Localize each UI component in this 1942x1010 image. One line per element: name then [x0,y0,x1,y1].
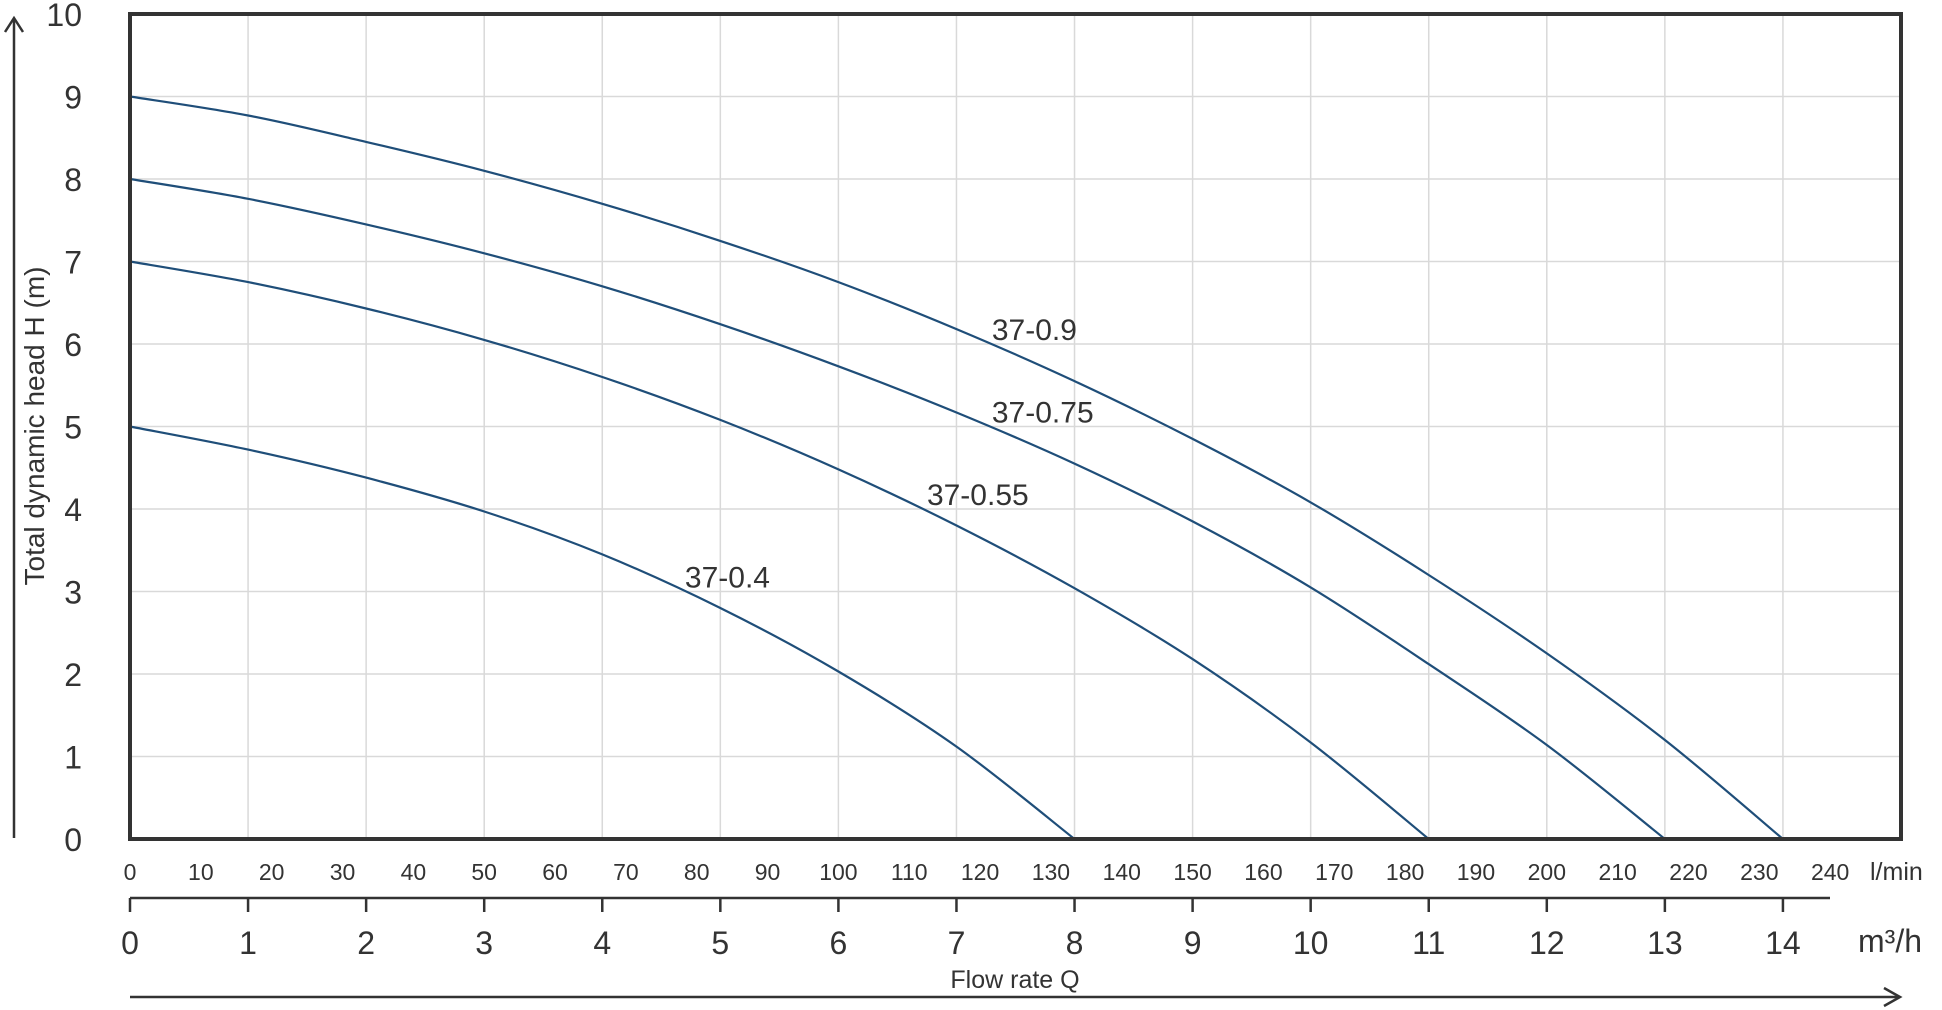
y-axis-title: Total dynamic head H (m) [19,266,50,585]
plot-frame [128,12,1903,841]
y-tick-label: 4 [64,492,82,528]
m3h-tick-label: 8 [1066,925,1084,961]
lmin-tick-label: 20 [259,859,285,885]
lmin-tick-label: 0 [124,859,137,885]
lmin-tick-labels: 0 10 20 30 40 50 60 70 80 90 100 110 120 130 140 150 160… [124,859,1850,885]
y-tick-label: 5 [64,410,82,446]
y-tick-label: 3 [64,575,82,611]
y-tick-label: 10 [46,0,82,33]
lmin-tick-label: 80 [684,859,710,885]
series-label-37-0.9: 37-0.9 [992,314,1077,347]
lmin-tick-label: 220 [1669,859,1707,885]
y-tick-label: 9 [64,80,82,116]
lmin-tick-label: 240 [1811,859,1849,885]
lmin-tick-label: 140 [1103,859,1141,885]
m3h-tick-label: 9 [1184,925,1202,961]
y-tick-labels: 0 1 2 3 4 5 6 7 8 9 10 [46,0,82,858]
y-tick-label: 2 [64,657,82,693]
lmin-tick-label: 10 [188,859,214,885]
lmin-tick-label: 100 [819,859,857,885]
lmin-tick-label: 170 [1315,859,1353,885]
lmin-tick-label: 200 [1528,859,1566,885]
lmin-tick-label: 50 [471,859,497,885]
m3h-tick-label: 7 [948,925,966,961]
lmin-tick-label: 110 [891,859,928,885]
lmin-tick-label: 120 [961,859,999,885]
lmin-tick-label: 60 [542,859,568,885]
lmin-unit-label: l/min [1870,858,1923,886]
series-label-37-0.55: 37-0.55 [927,479,1029,512]
y-tick-label: 0 [64,822,82,858]
lmin-tick-label: 230 [1740,859,1778,885]
y-tick-label: 6 [64,327,82,363]
y-axis-arrow [3,15,25,838]
m3h-tick-label: 3 [475,925,493,961]
m3h-tick-label: 14 [1765,925,1801,961]
m3h-tick-label: 12 [1529,925,1565,961]
lmin-tick-label: 150 [1173,859,1211,885]
series-label-37-0.75: 37-0.75 [992,396,1094,429]
series-line-37-0.9 [129,95,1784,840]
series-labels: 37-0.4 37-0.55 37-0.75 37-0.9 [685,314,1094,595]
x-axis-title: Flow rate Q [950,966,1079,994]
lmin-tick-label: 160 [1244,859,1282,885]
grid [130,14,1901,839]
x-axis-arrow [130,986,1903,1008]
lmin-tick-label: 90 [755,859,781,885]
m3h-tick-label: 11 [1412,925,1445,961]
lmin-tick-label: 210 [1598,859,1636,885]
m3h-unit-label: m³/h [1858,923,1922,959]
series-line-37-0.55 [129,260,1430,840]
lmin-tick-label: 70 [613,859,639,885]
lmin-tick-label: 130 [1032,859,1070,885]
y-tick-label: 8 [64,162,82,198]
lmin-tick-label: 40 [401,859,427,885]
curves [129,95,1784,840]
m3h-tick-label: 5 [711,925,729,961]
m3h-tick-label: 1 [239,925,257,961]
series-line-37-0.4 [129,425,1076,840]
m3h-tick-label: 6 [830,925,848,961]
m3h-tick-label: 13 [1647,925,1683,961]
lmin-tick-label: 180 [1386,859,1424,885]
m3h-tick-label: 4 [593,925,611,961]
y-tick-label: 1 [64,740,82,776]
y-tick-label: 7 [64,245,82,281]
m3h-tick-labels: 0 1 2 3 4 5 6 7 8 9 10 11 12 13 14 [121,898,1801,961]
lmin-tick-label: 190 [1457,859,1495,885]
m3h-tick-label: 10 [1293,925,1329,961]
series-line-37-0.75 [129,177,1666,840]
m3h-tick-label: 0 [121,925,139,961]
m3h-tick-label: 2 [357,925,375,961]
series-label-37-0.4: 37-0.4 [685,561,770,594]
lmin-tick-label: 30 [330,859,356,885]
